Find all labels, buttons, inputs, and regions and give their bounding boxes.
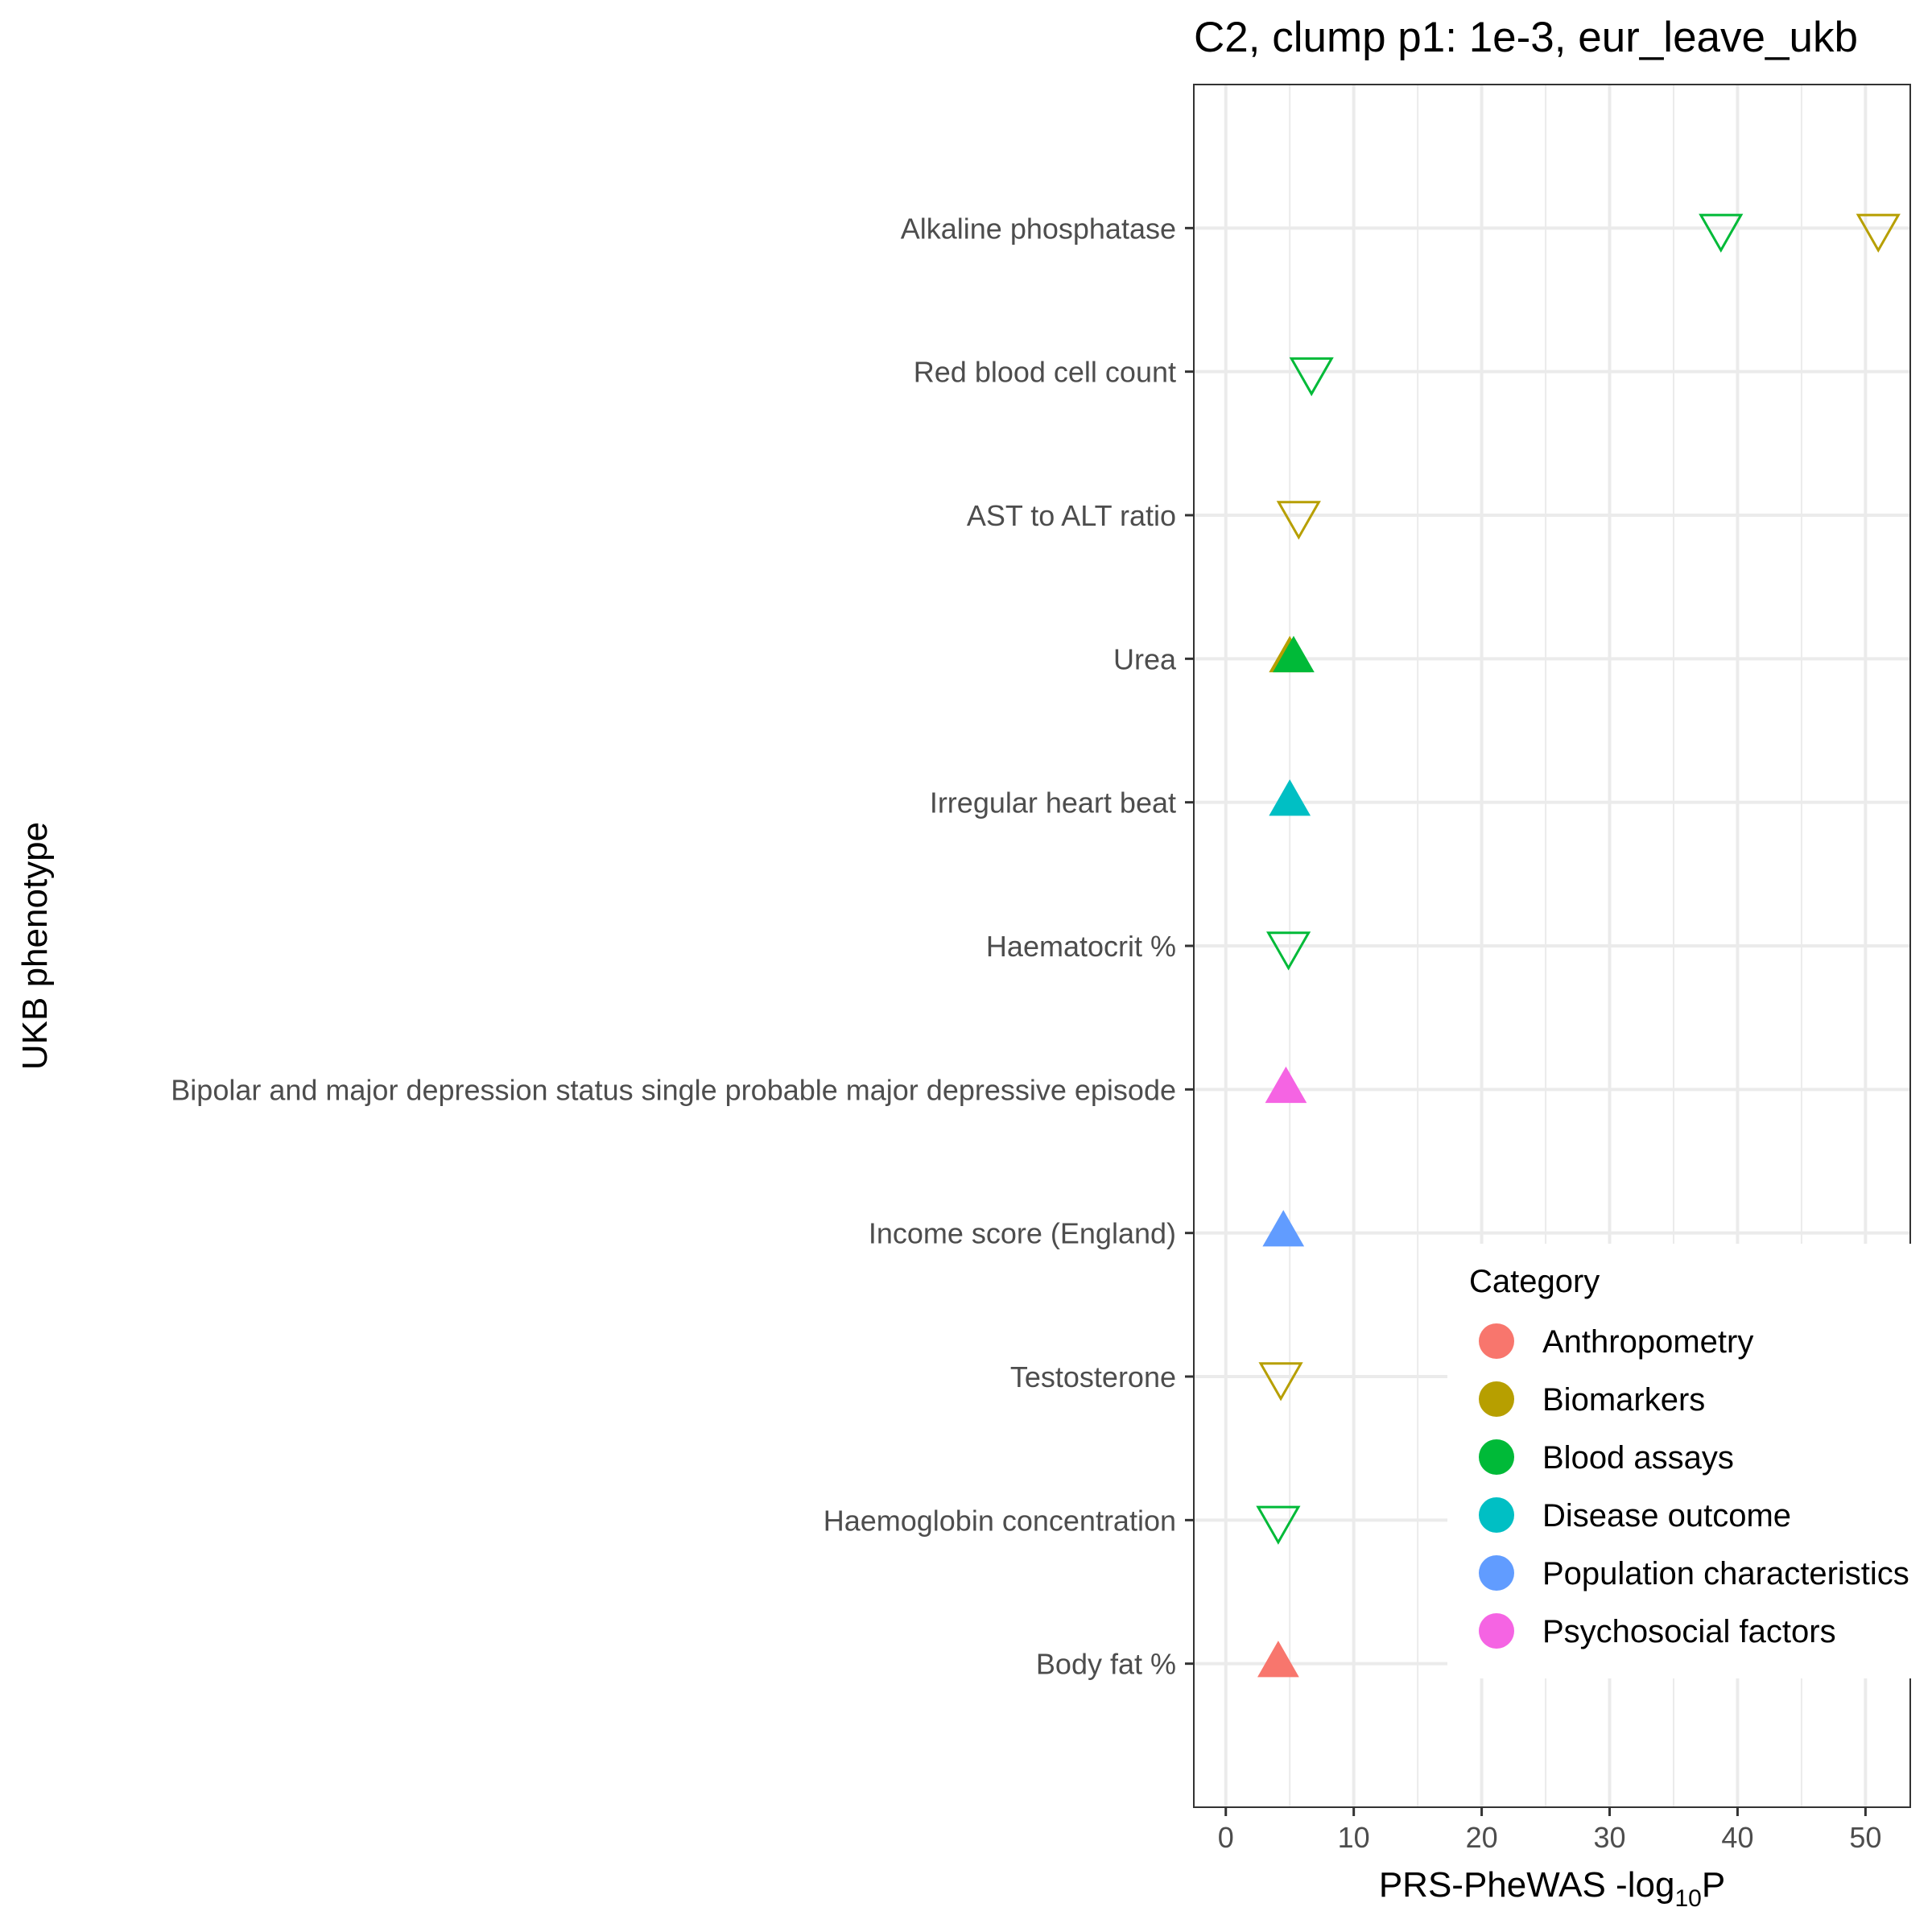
legend-key-swatch: [1479, 1613, 1514, 1649]
point-down-triangle: [1256, 1505, 1301, 1545]
y-tick-label: AST to ALT ratio: [967, 499, 1176, 532]
y-tick-label: Alkaline phosphatase: [901, 212, 1176, 245]
legend-entry-label: Psychosocial factors: [1542, 1614, 1836, 1649]
legend-key-swatch: [1479, 1381, 1514, 1417]
x-tick-label: 10: [1338, 1821, 1370, 1854]
legend-key-swatch: [1479, 1555, 1514, 1591]
y-tick-label: Income score (England): [869, 1217, 1176, 1250]
x-axis-title-subscript: 10: [1674, 1885, 1701, 1912]
y-tick-label: Body fat %: [1036, 1648, 1176, 1681]
x-axis: 0 10 20 30 40 50: [1218, 1807, 1881, 1854]
chart-title: C2, clump p1: 1e-3, eur_leave_ukb: [1194, 14, 1858, 61]
y-tick-label: Red blood cell count: [914, 356, 1176, 389]
legend-entry-label: Biomarkers: [1542, 1382, 1705, 1418]
y-tick-label: Testosterone: [1010, 1360, 1176, 1393]
x-axis-title-suffix: P: [1702, 1865, 1725, 1905]
y-axis-title: UKB phenotype: [15, 822, 55, 1070]
x-tick-label: 20: [1466, 1821, 1498, 1854]
point-up-triangle: [1269, 779, 1311, 816]
point-down-triangle: [1276, 501, 1321, 540]
y-tick-label: Haematocrit %: [986, 930, 1176, 963]
point-down-triangle: [1856, 213, 1901, 253]
point-down-triangle: [1258, 1362, 1303, 1402]
point-up-triangle: [1262, 1210, 1305, 1247]
x-tick-label: 40: [1721, 1821, 1753, 1854]
x-tick-label: 0: [1218, 1821, 1234, 1854]
point-up-triangle: [1265, 1066, 1307, 1104]
point-down-triangle: [1699, 213, 1744, 253]
point-down-triangle: [1266, 931, 1311, 971]
point-up-triangle: [1257, 1641, 1299, 1678]
point-up-triangle: [1273, 635, 1315, 673]
point-down-triangle: [1289, 357, 1334, 397]
legend-entry-label: Disease outcome: [1542, 1498, 1791, 1534]
legend-key-swatch: [1479, 1439, 1514, 1475]
y-tick-label: Haemoglobin concentration: [824, 1504, 1176, 1537]
legend-title: Category: [1469, 1264, 1600, 1299]
x-axis-title: PRS-PheWAS -log10P: [1379, 1865, 1725, 1912]
data-points: [1256, 213, 1901, 1678]
legend-background: [1447, 1244, 1932, 1678]
legend-key-swatch: [1479, 1497, 1514, 1533]
y-tick-label: Bipolar and major depression status sing…: [171, 1073, 1176, 1106]
legend-entry-label: Anthropometry: [1542, 1324, 1753, 1360]
legend: Category Anthropometry Biomarkers Blood ass…: [1447, 1244, 1932, 1678]
x-axis-title-main: PRS-PheWAS -log: [1379, 1865, 1675, 1905]
y-tick-label: Irregular heart beat: [930, 786, 1176, 819]
legend-entry-label: Blood assays: [1542, 1440, 1734, 1476]
x-tick-label: 50: [1849, 1821, 1881, 1854]
x-tick-label: 30: [1593, 1821, 1625, 1854]
legend-entry-label: Population characteristics: [1542, 1556, 1909, 1591]
y-axis: Body fat % Haemoglobin concentration Testo…: [171, 212, 1194, 1681]
legend-key-swatch: [1479, 1323, 1514, 1359]
y-tick-label: Urea: [1113, 642, 1177, 675]
